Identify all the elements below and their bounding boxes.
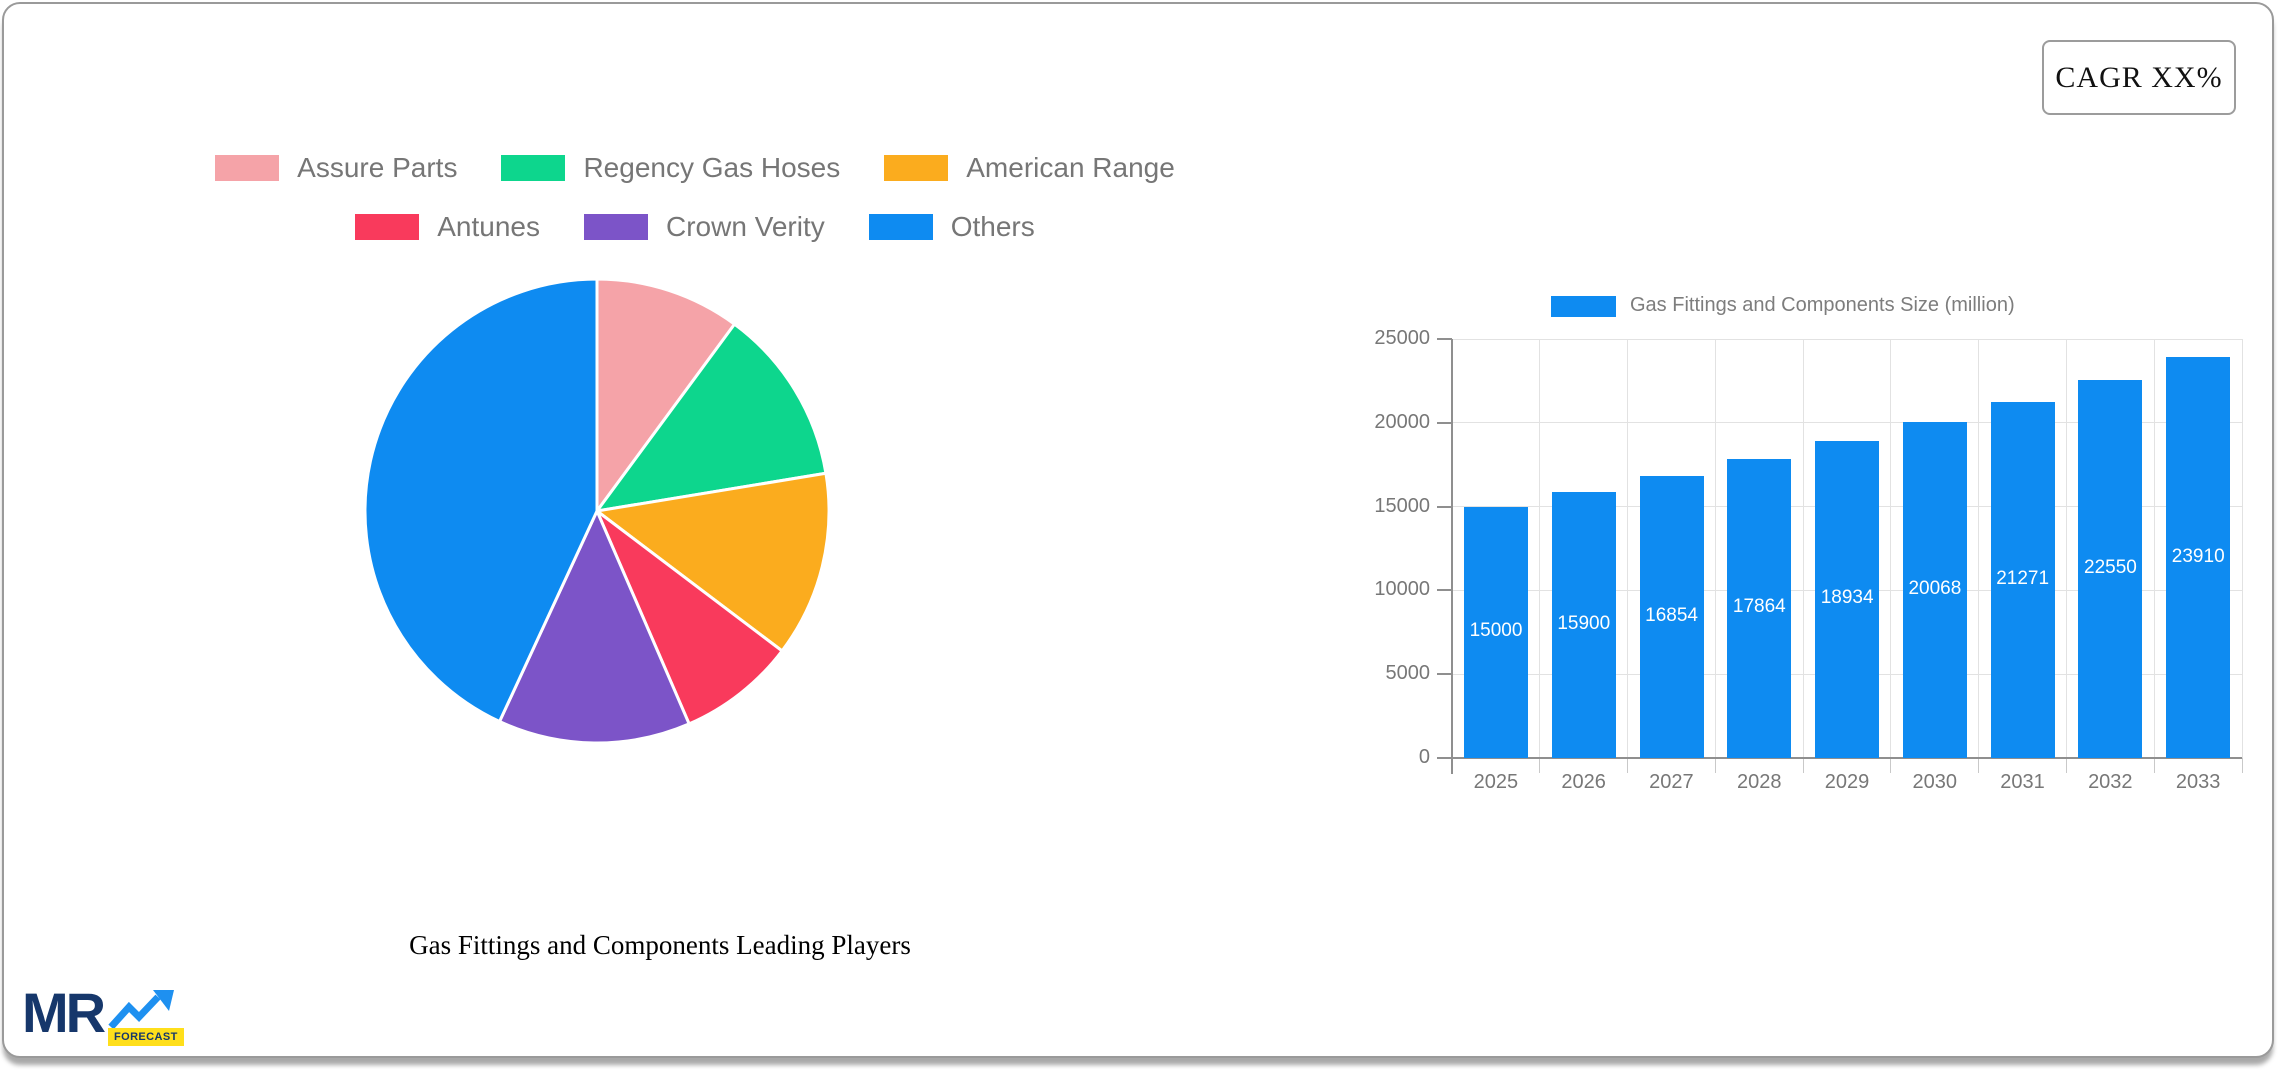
cagr-badge: CAGR XX% — [2042, 40, 2236, 115]
legend-label: Crown Verity — [666, 211, 825, 242]
x-axis-label: 2027 — [1649, 771, 1694, 793]
legend-label: Assure Parts — [297, 152, 458, 183]
y-axis-label: 10000 — [1374, 578, 1430, 601]
x-axis-label: 2025 — [1473, 771, 1519, 793]
v-gridline — [1890, 339, 1892, 758]
bar-2029[interactable]: 18934 — [1815, 440, 1880, 758]
v-gridline — [1627, 339, 1629, 758]
v-gridline — [1539, 339, 1541, 758]
bar-value-label: 23910 — [2171, 545, 2225, 567]
logo-mr-text: MR — [22, 981, 106, 1044]
v-gridline — [1714, 339, 1716, 758]
x-axis-label: 2028 — [1736, 771, 1782, 793]
y-axis-label: 0 — [1418, 746, 1430, 768]
pie-slice-others[interactable] — [363, 277, 599, 724]
v-gridline — [2065, 339, 2067, 758]
x-axis-label: 2026 — [1561, 771, 1606, 793]
legend-swatch — [584, 214, 648, 240]
legend-label: American Range — [966, 152, 1175, 183]
x-axis-label: 2031 — [2000, 771, 2045, 793]
legend-swatch — [215, 155, 280, 181]
legend-swatch — [868, 214, 933, 240]
legend-item[interactable]: Others — [868, 211, 1035, 243]
bar-2027[interactable]: 16854 — [1639, 475, 1704, 758]
x-axis-tick — [1978, 758, 1980, 773]
h-gridline — [1452, 338, 2242, 340]
y-axis-line — [1451, 339, 1453, 774]
x-axis-tick — [1539, 758, 1541, 773]
x-axis-line — [1444, 757, 2242, 759]
y-axis-label: 15000 — [1374, 494, 1430, 517]
x-axis-label: 2029 — [1824, 771, 1870, 793]
bar-2032[interactable]: 22550 — [2078, 380, 2143, 758]
legend-label: Others — [950, 211, 1035, 242]
v-gridline — [1802, 339, 1804, 758]
x-axis-tick — [1890, 758, 1892, 773]
bar-legend-label: Gas Fittings and Components Size (millio… — [1630, 294, 2015, 316]
bar-2028[interactable]: 17864 — [1727, 458, 1792, 758]
legend-label: Regency Gas Hoses — [583, 152, 841, 183]
x-axis-tick — [2241, 758, 2243, 773]
bar-value-label: 16854 — [1645, 604, 1698, 626]
legend-label: Antunes — [437, 211, 540, 242]
x-axis-tick — [2153, 758, 2155, 773]
legend-item[interactable]: American Range — [884, 152, 1175, 184]
x-axis-label: 2032 — [2088, 771, 2133, 793]
x-axis-label: 2030 — [1912, 771, 1958, 793]
x-axis-tick — [1802, 758, 1804, 773]
x-axis-tick — [1714, 758, 1716, 773]
x-axis-tick — [2065, 758, 2067, 773]
bar-value-label: 22550 — [2084, 557, 2137, 579]
y-axis-label: 5000 — [1385, 662, 1431, 685]
cagr-label: CAGR XX% — [2055, 60, 2223, 94]
y-axis-tick — [1437, 338, 1452, 340]
bar-2030[interactable]: 20068 — [1902, 421, 1967, 758]
pie-slice-antunes[interactable] — [593, 506, 785, 726]
v-gridline — [2241, 339, 2243, 758]
bar-2025[interactable]: 15000 — [1464, 506, 1528, 758]
bar-value-label: 15900 — [1557, 612, 1611, 634]
v-gridline — [2153, 339, 2155, 758]
legend-swatch — [355, 214, 420, 240]
legend-item[interactable]: Assure Parts — [215, 152, 457, 184]
logo-forecast-text: FORECAST — [108, 1028, 184, 1046]
y-axis-tick — [1437, 673, 1452, 676]
x-axis-tick — [1627, 758, 1629, 773]
pie-chart — [363, 277, 831, 745]
pie-slice-assure-parts[interactable] — [595, 277, 737, 516]
pie-slice-american-range[interactable] — [593, 471, 831, 653]
y-axis-label: 25000 — [1374, 327, 1430, 349]
legend-swatch — [501, 155, 566, 181]
bar-value-label: 20068 — [1908, 577, 1962, 599]
pie-chart-title: Gas Fittings and Components Leading Play… — [409, 930, 911, 960]
x-axis-label: 2033 — [2175, 771, 2221, 793]
legend-item[interactable]: Crown Verity — [584, 211, 825, 243]
pie-slice-crown-verity[interactable] — [497, 507, 692, 745]
bar-value-label: 15000 — [1469, 620, 1523, 642]
legend-item[interactable]: Antunes — [355, 211, 540, 243]
legend-item[interactable]: Regency Gas Hoses — [501, 152, 840, 184]
bar-2033[interactable]: 23910 — [2166, 357, 2231, 758]
trend-arrow-icon — [108, 990, 174, 1030]
pie-slice-regency-gas-hoses[interactable] — [593, 322, 828, 514]
bar-legend-swatch[interactable] — [1551, 296, 1616, 317]
bar-2031[interactable]: 21271 — [1990, 401, 2055, 758]
bar-chart-plot-area: 0 5000 10000 15000 20000 25000 15000 2025 15900 2… — [1374, 327, 2243, 793]
h-gridline — [1452, 422, 2242, 424]
bar-value-label: 17864 — [1732, 596, 1786, 618]
legend-swatch — [884, 155, 949, 181]
y-axis-tick — [1437, 421, 1452, 424]
y-axis-label: 20000 — [1374, 410, 1430, 433]
pie-legend-row-2: Antunes Crown Verity Others — [90, 209, 1300, 245]
v-gridline — [1978, 339, 1980, 758]
y-axis-tick — [1437, 505, 1452, 508]
bar-2026[interactable]: 15900 — [1551, 491, 1616, 758]
pie-legend-row-1: Assure Parts Regency Gas Hoses American Ra… — [90, 150, 1300, 186]
bar-value-label: 21271 — [1996, 567, 2050, 589]
mr-forecast-logo: MR FORECAST — [22, 982, 192, 1052]
bar-value-label: 18934 — [1820, 587, 1874, 609]
y-axis-tick — [1437, 589, 1452, 592]
